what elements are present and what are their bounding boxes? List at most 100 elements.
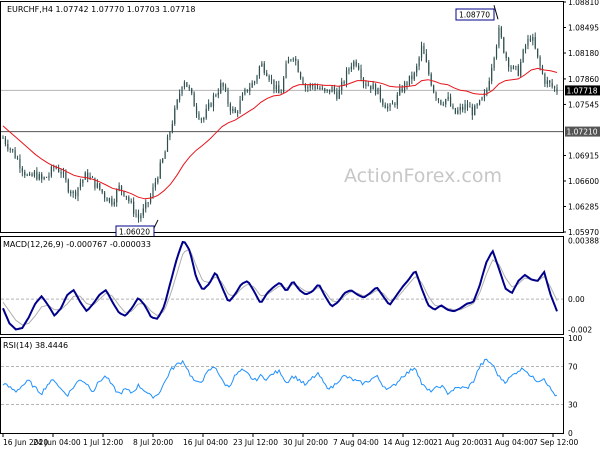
- candle-body: [77, 187, 79, 197]
- price-tick-label: 1.06285: [568, 202, 599, 211]
- candle-body: [401, 88, 403, 92]
- candle-body: [302, 78, 304, 85]
- candle-body: [162, 158, 164, 163]
- candle-body: [396, 94, 398, 106]
- rsi-panel-title: RSI(14) 38.4446: [3, 341, 68, 350]
- candle-body: [195, 106, 198, 114]
- candle-body: [343, 81, 345, 84]
- candle-body: [418, 57, 420, 67]
- high-annotation-text: 1.08770: [459, 11, 490, 20]
- candle-body: [336, 91, 338, 99]
- price-panel: ActionForex.com EURCHF,H4 1.07742 1.0777…: [0, 0, 600, 238]
- candle-body: [328, 89, 331, 93]
- candle-body: [198, 113, 200, 119]
- candle-body: [326, 89, 328, 92]
- candle-body: [9, 148, 11, 150]
- candle-body: [137, 214, 140, 219]
- candle-body: [447, 96, 449, 100]
- macd-main-line: [2, 240, 558, 331]
- candle-body: [174, 108, 176, 124]
- support-label-box: [565, 126, 600, 137]
- candle-body: [179, 93, 181, 100]
- candle-body: [229, 104, 232, 111]
- candle-body: [130, 200, 132, 202]
- candle-body: [164, 151, 166, 159]
- candle-body: [503, 37, 505, 53]
- candle-body: [534, 36, 536, 49]
- candle-body: [493, 57, 495, 68]
- candle-body: [14, 150, 16, 159]
- candle-body: [19, 158, 21, 169]
- candle-body: [186, 82, 188, 87]
- candle-body: [4, 138, 7, 144]
- support-label: 1.07210: [565, 126, 600, 137]
- candle-body: [67, 179, 69, 192]
- candle-body: [510, 67, 512, 69]
- candle-body: [70, 191, 72, 194]
- candle-body: [529, 38, 531, 41]
- candle-body: [24, 171, 26, 176]
- candle-body: [118, 185, 120, 190]
- candle-body: [539, 56, 541, 67]
- candle-body: [522, 49, 524, 62]
- high-annotation: 1.08770: [455, 5, 499, 21]
- candle-body: [437, 98, 440, 100]
- candle-body: [524, 45, 527, 50]
- candle-body: [60, 172, 62, 174]
- time-tick-label: 31 Aug 04:00: [483, 438, 534, 447]
- candle-body: [377, 87, 379, 95]
- candle-body: [227, 90, 229, 105]
- candle-body: [299, 72, 302, 79]
- candle-body: [113, 202, 115, 205]
- candle-body: [87, 172, 89, 179]
- candle-body: [48, 175, 50, 178]
- rsi-tick-label: 0: [568, 429, 573, 438]
- candle-body: [440, 99, 442, 105]
- time-tick-label: 23 Jul 12:00: [233, 438, 278, 447]
- price-tick-label: 1.08810: [568, 0, 599, 7]
- candle-body: [217, 92, 219, 96]
- candle-body: [280, 92, 282, 94]
- candle-body: [498, 27, 500, 46]
- candle-body: [399, 88, 401, 95]
- candle-body: [38, 174, 40, 180]
- candle-body: [135, 213, 137, 215]
- candle-body: [16, 158, 19, 159]
- candle-body: [169, 131, 171, 137]
- candle-body: [65, 172, 67, 180]
- candle-body: [91, 176, 94, 178]
- candle-body: [55, 167, 57, 169]
- candle-body: [246, 89, 248, 92]
- candle-body: [462, 107, 464, 110]
- candle-body: [278, 85, 280, 94]
- candle-body: [353, 61, 355, 67]
- candle-body: [478, 100, 481, 105]
- time-tick-label: 8 Jul 20:00: [133, 438, 173, 447]
- candle-body: [249, 87, 251, 92]
- candle-body: [58, 168, 60, 173]
- candle-body: [41, 174, 43, 180]
- candle-body: [239, 100, 241, 112]
- moving-average-line: [2, 67, 558, 200]
- candle-body: [104, 192, 106, 198]
- candle-body: [307, 87, 309, 89]
- candle-body: [176, 99, 178, 109]
- macd-tick-label: 0.00: [568, 295, 585, 304]
- support-label-text: 1.07210: [567, 128, 598, 137]
- candle-body: [495, 45, 498, 58]
- candle-body: [350, 66, 352, 70]
- candle-body: [508, 58, 510, 68]
- candle-body: [208, 103, 210, 109]
- candle-body: [159, 162, 161, 179]
- candle-body: [106, 197, 108, 202]
- candle-body: [133, 201, 135, 214]
- candle-body: [358, 65, 360, 70]
- candle-body: [94, 177, 96, 188]
- candle-body: [212, 95, 215, 107]
- candle-body: [79, 182, 82, 188]
- candle-body: [411, 75, 413, 80]
- candle-body: [72, 191, 74, 194]
- candle-body: [101, 189, 103, 193]
- candle-body: [145, 202, 147, 209]
